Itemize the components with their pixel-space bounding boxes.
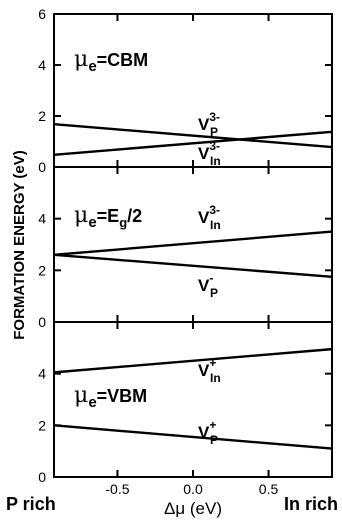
panel-label: μe=VBM — [74, 383, 147, 411]
panel-label: μe=CBM — [74, 47, 148, 75]
x-edge-label-left: P rich — [6, 494, 56, 514]
y-tick-label: 0 — [38, 159, 46, 175]
panel-1: 0 2 4 6 V3-PV3-In μe=CBM — [38, 6, 333, 175]
x-tick-label: 0.5 — [259, 481, 279, 497]
series-line-v-in — [53, 130, 333, 156]
series-label: V3-In — [198, 139, 221, 168]
y-tick-label: 2 — [38, 417, 46, 433]
series-label: V+ P — [198, 418, 218, 447]
x-edge-label-right: In rich — [284, 494, 338, 514]
y-tick-label: 2 — [38, 262, 46, 278]
series-label: V3-P — [198, 110, 220, 139]
y-tick-label: 6 — [38, 6, 46, 22]
series-line-v-p — [53, 122, 333, 149]
x-axis-label: Δμ (eV) — [164, 499, 222, 518]
y-tick-label: 2 — [38, 108, 46, 124]
panel-3: 0 2 4 V+ In V+ P μe=VBM — [38, 321, 333, 485]
y-tick-label: 0 — [38, 469, 46, 485]
panel-frame — [53, 166, 333, 323]
series-line-v-p — [53, 424, 333, 450]
series-line-v-in — [53, 230, 333, 257]
panel-2: 0 2 4 V3-In V-P μe=Eg/2 — [38, 166, 333, 330]
x-tick-label: 0.0 — [183, 481, 203, 497]
y-tick-label: 0 — [38, 314, 46, 330]
series-line-v-in — [53, 347, 333, 374]
series-label: V-P — [198, 271, 218, 300]
y-tick-label: 4 — [38, 57, 46, 73]
series-label: V+ In — [198, 356, 221, 385]
y-axis-label: FORMATION ENERGY (eV) — [11, 150, 28, 339]
series-line-v-p — [53, 253, 333, 278]
x-tick-label: -0.5 — [105, 481, 129, 497]
series-label: V3-In — [198, 203, 221, 232]
panel-label: μe=Eg/2 — [74, 203, 142, 231]
y-tick-label: 4 — [38, 211, 46, 227]
y-tick-label: 4 — [38, 366, 46, 382]
